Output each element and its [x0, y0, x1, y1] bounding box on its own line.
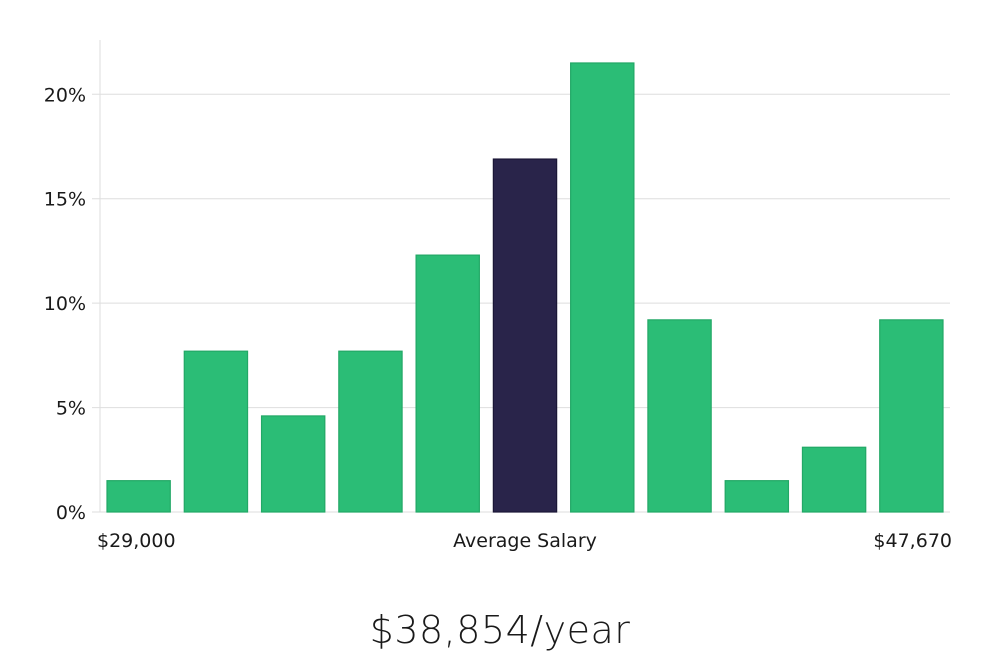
bar	[570, 62, 635, 513]
bar	[879, 319, 944, 513]
bar	[724, 480, 790, 513]
x-axis-labels: $29,000 Average Salary $47,670	[97, 530, 952, 552]
y-tick-label: 0%	[56, 502, 86, 524]
bars	[106, 62, 944, 513]
x-label-max: $47,670	[873, 530, 952, 552]
salary-histogram-chart: 0% 5% 10% 15% 20% $29,000 Average Salary $47…	[44, 40, 952, 552]
bar-average-salary	[492, 158, 558, 513]
bar	[647, 319, 712, 513]
y-axis-ticks: 0% 5% 10% 15% 20%	[44, 84, 86, 524]
bar	[260, 415, 326, 513]
x-label-min: $29,000	[97, 530, 176, 552]
bar	[183, 350, 249, 513]
y-tick-label: 10%	[44, 293, 86, 315]
y-tick-label: 5%	[56, 398, 86, 420]
y-tick-label: 20%	[44, 84, 86, 106]
average-salary-value: $38,854/year	[369, 608, 631, 652]
bar	[801, 446, 867, 513]
x-label-average: Average Salary	[453, 530, 597, 552]
bar	[338, 350, 403, 513]
bar	[106, 480, 171, 513]
y-tick-label: 15%	[44, 189, 86, 211]
bar	[415, 254, 480, 513]
